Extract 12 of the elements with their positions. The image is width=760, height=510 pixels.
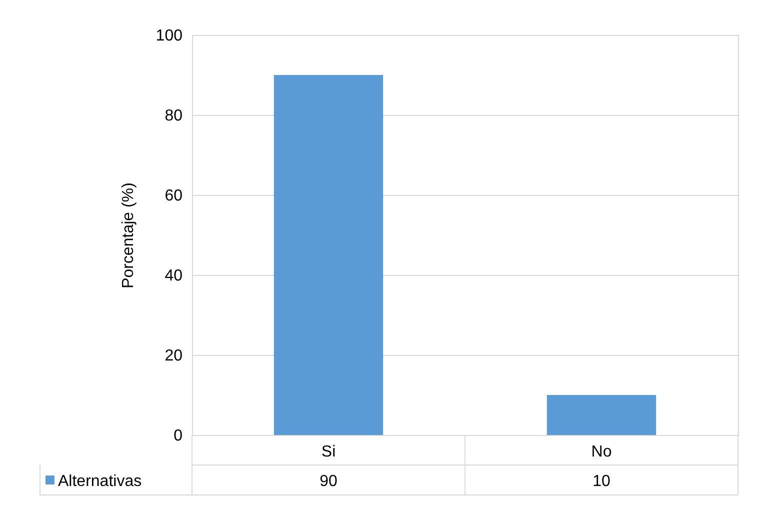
y-tick-label: 20 [164,348,183,364]
y-tick-label: 0 [174,428,183,444]
x-tick-label: No [591,444,612,460]
x-tick-label: Si [321,444,336,460]
y-tick-label: 80 [164,108,183,124]
data-label: 10 [592,473,610,490]
y-tick-label: 40 [164,268,183,284]
y-axis-title: Porcentaje (%) [120,182,137,288]
y-tick-label: 100 [156,28,183,44]
data-label: 90 [320,473,338,490]
y-tick-label: 60 [164,188,183,204]
legend-label: Alternativas [58,473,142,490]
